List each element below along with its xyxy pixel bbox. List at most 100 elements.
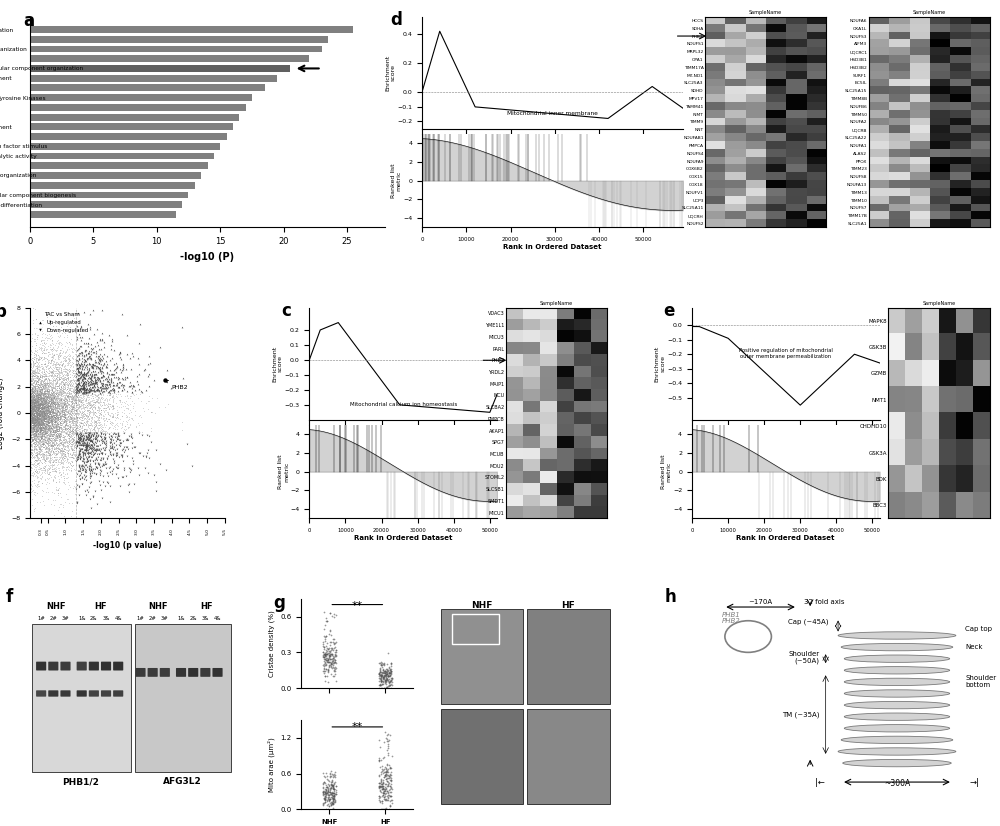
Point [56, 378, 72, 392]
Point [45, 425, 61, 438]
Point [24, 415, 40, 429]
Point [383, 665, 399, 678]
Point [60, 349, 76, 362]
Point [35, 387, 51, 400]
Point [40, 403, 56, 416]
Point [37, 406, 53, 420]
Point [34, 401, 50, 415]
Point [54, 405, 70, 418]
Point [38, 411, 54, 425]
Point [26, 418, 42, 431]
Point [24, 412, 40, 425]
Point [33, 418, 49, 431]
Point [39, 432, 55, 445]
Point [31, 382, 47, 395]
Point [55, 444, 71, 457]
Point [34, 416, 50, 430]
Point [50, 425, 66, 438]
Point [25, 410, 41, 423]
Point [26, 439, 42, 453]
Point [55, 400, 71, 413]
Point [28, 406, 44, 420]
Point [59, 401, 75, 415]
Point [36, 461, 52, 474]
Point [34, 409, 50, 422]
Point [63, 405, 79, 418]
Point [43, 419, 59, 432]
Point [30, 428, 46, 441]
Point [23, 396, 39, 410]
Point [37, 419, 53, 432]
Point [41, 391, 57, 404]
Point [29, 383, 45, 396]
Point [71, 406, 87, 419]
Point [66, 391, 82, 404]
Point [35, 403, 51, 416]
Point [29, 425, 45, 439]
Point [68, 418, 84, 431]
Point [59, 389, 75, 402]
Point [54, 404, 70, 417]
Point [34, 400, 50, 413]
Point [38, 400, 54, 413]
Point [373, 767, 389, 781]
Point [30, 377, 46, 391]
Point [25, 420, 41, 433]
Point [37, 383, 53, 396]
Point [319, 655, 335, 668]
Point [43, 393, 59, 406]
Point [65, 422, 81, 435]
Point [28, 339, 44, 352]
Point [63, 403, 79, 416]
Point [59, 452, 75, 465]
Point [44, 414, 60, 427]
Point [33, 439, 49, 453]
Point [318, 629, 334, 643]
Point [51, 430, 67, 444]
Point [26, 408, 42, 421]
Point [375, 780, 391, 793]
Point [36, 368, 52, 381]
Point [32, 398, 48, 411]
Point [33, 401, 49, 415]
Point [37, 457, 53, 470]
Point [371, 733, 387, 747]
Point [70, 401, 86, 414]
Point [24, 424, 40, 437]
Point [26, 391, 42, 404]
Point [24, 440, 40, 453]
Point [56, 394, 72, 407]
Point [51, 376, 67, 389]
Point [28, 432, 44, 445]
Point [102, 410, 118, 423]
Point [54, 417, 70, 430]
Point [23, 425, 39, 439]
Point [68, 369, 84, 382]
Text: **: ** [352, 601, 363, 611]
Point [33, 411, 49, 424]
Point [319, 641, 335, 654]
Point [81, 463, 97, 477]
Point [60, 428, 76, 441]
Point [63, 401, 79, 414]
Point [26, 402, 42, 415]
Point [33, 392, 49, 406]
Point [25, 411, 41, 425]
Point [29, 412, 45, 425]
Point [35, 398, 51, 411]
Point [43, 393, 59, 406]
Point [41, 444, 57, 458]
Point [44, 396, 60, 409]
Point [29, 427, 45, 440]
Point [42, 419, 58, 432]
Point [66, 381, 82, 394]
Point [56, 448, 72, 461]
Point [35, 401, 51, 414]
Point [24, 424, 40, 437]
Point [26, 390, 42, 403]
Point [31, 388, 47, 401]
Point [31, 419, 47, 432]
Point [80, 393, 96, 406]
Point [371, 780, 387, 793]
Point [27, 426, 43, 439]
